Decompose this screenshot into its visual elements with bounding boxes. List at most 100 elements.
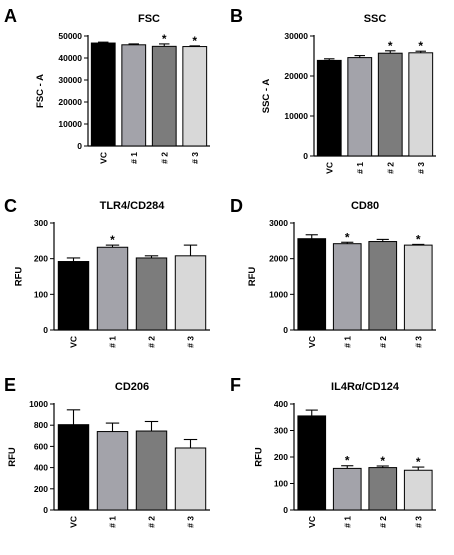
significance-star: * [388, 39, 393, 53]
bar [368, 241, 398, 331]
x-tick-label: VC [307, 336, 317, 348]
bar [174, 255, 207, 331]
panel-letter: F [230, 375, 241, 395]
panel-letter: C [4, 196, 17, 216]
bar [408, 52, 434, 157]
y-tick-label: 0 [303, 151, 308, 161]
bar [403, 244, 433, 331]
chart-title: TLR4/CD284 [100, 200, 166, 212]
y-tick-label: 600 [34, 441, 48, 451]
significance-star: * [162, 32, 167, 46]
bar [332, 467, 362, 511]
significance-star: * [345, 454, 350, 468]
significance-star: * [380, 454, 385, 468]
y-tick-label: 800 [34, 420, 48, 430]
y-tick-label: 200 [34, 484, 48, 494]
bar [135, 430, 168, 511]
x-tick-label: # 1 [342, 336, 352, 348]
bar [151, 45, 177, 147]
bar [403, 469, 433, 511]
x-tick-label: # 2 [147, 336, 157, 348]
y-tick-label: 200 [34, 254, 48, 264]
y-tick-label: 10000 [284, 111, 308, 121]
panel-e: E CD206 RFU 0 200 400 600 800 1000 VC # 1 # 2 # 3 [4, 375, 210, 528]
panel-letter: E [4, 375, 16, 395]
chart-title: CD206 [115, 381, 149, 393]
bar [297, 238, 327, 331]
significance-star: * [192, 34, 197, 48]
bar [332, 243, 362, 331]
y-axis-label: RFU [247, 267, 258, 287]
x-tick-label: # 1 [355, 162, 365, 174]
y-tick-label: 1000 [269, 289, 288, 299]
panel-letter: D [230, 196, 243, 216]
y-tick-label: 30000 [284, 31, 308, 41]
x-tick-label: # 1 [108, 336, 118, 348]
x-tick-label: VC [324, 162, 334, 174]
bar [182, 46, 208, 147]
y-tick-label: 20000 [58, 97, 82, 107]
x-tick-label: # 3 [186, 516, 196, 528]
bar [347, 57, 373, 157]
bar [377, 52, 403, 157]
y-tick-label: 40000 [58, 53, 82, 63]
significance-star: * [345, 230, 350, 244]
x-tick-label: # 3 [416, 162, 426, 174]
y-axis-label: FSC - A [35, 74, 46, 108]
y-tick-label: 50000 [58, 31, 82, 41]
y-tick-label: 0 [77, 141, 82, 151]
significance-star: * [416, 232, 421, 246]
x-tick-label: # 1 [108, 516, 118, 528]
y-tick-label: 0 [43, 505, 48, 515]
bar [135, 257, 168, 331]
x-tick-label: # 1 [129, 152, 139, 164]
x-tick-label: VC [69, 336, 79, 348]
panel-b: B SSC SSC - A 0 10000 20000 30000 VC # 1 * # 2 * # 3 [230, 6, 436, 174]
y-tick-label: 0 [283, 505, 288, 515]
y-tick-label: 2000 [269, 254, 288, 264]
bar [96, 431, 129, 511]
x-tick-label: VC [307, 516, 317, 528]
y-tick-label: 400 [274, 399, 288, 409]
panel-c: C TLR4/CD284 RFU 0 100 200 300 VC * # 1 # 2 # 3 [4, 196, 210, 348]
panel-letter: A [4, 6, 17, 26]
y-tick-label: 100 [274, 479, 288, 489]
x-tick-label: # 2 [385, 162, 395, 174]
y-tick-label: 20000 [284, 71, 308, 81]
panel-d: D CD80 RFU 0 1000 2000 3000 VC * # 1 # 2 * # 3 [230, 196, 436, 348]
y-axis-label: SSC - A [261, 79, 272, 114]
x-tick-label: # 3 [413, 516, 423, 528]
y-tick-label: 30000 [58, 75, 82, 85]
bar [57, 261, 90, 331]
bar [297, 415, 327, 511]
bar [174, 447, 207, 511]
panel-f: F IL4Rα/CD124 RFU 0 100 200 300 400 VC * # 1 * # 2 * #… [230, 375, 436, 528]
chart-title: CD80 [351, 200, 379, 212]
bar [90, 42, 116, 147]
y-axis-label: RFU [7, 447, 18, 467]
x-tick-label: # 1 [342, 516, 352, 528]
chart-title: IL4Rα/CD124 [331, 381, 400, 393]
panel-letter: B [230, 6, 243, 26]
x-tick-label: # 2 [159, 152, 169, 164]
y-tick-label: 300 [34, 218, 48, 228]
significance-star: * [416, 455, 421, 469]
y-tick-label: 400 [34, 463, 48, 473]
x-tick-label: # 3 [190, 152, 200, 164]
x-tick-label: # 2 [147, 516, 157, 528]
significance-star: * [418, 39, 423, 53]
x-tick-label: VC [69, 516, 79, 528]
y-tick-label: 1000 [29, 399, 48, 409]
y-tick-label: 100 [34, 289, 48, 299]
bar [57, 424, 90, 511]
x-tick-label: # 3 [186, 336, 196, 348]
chart-title: SSC [364, 13, 387, 25]
y-axis-label: RFU [13, 267, 24, 287]
panel-a: A FSC FSC - A 0 10000 20000 30000 40000 50000 VC #… [4, 6, 210, 164]
y-tick-label: 3000 [269, 218, 288, 228]
bar [316, 59, 342, 157]
bar [96, 246, 129, 331]
y-tick-label: 0 [43, 325, 48, 335]
